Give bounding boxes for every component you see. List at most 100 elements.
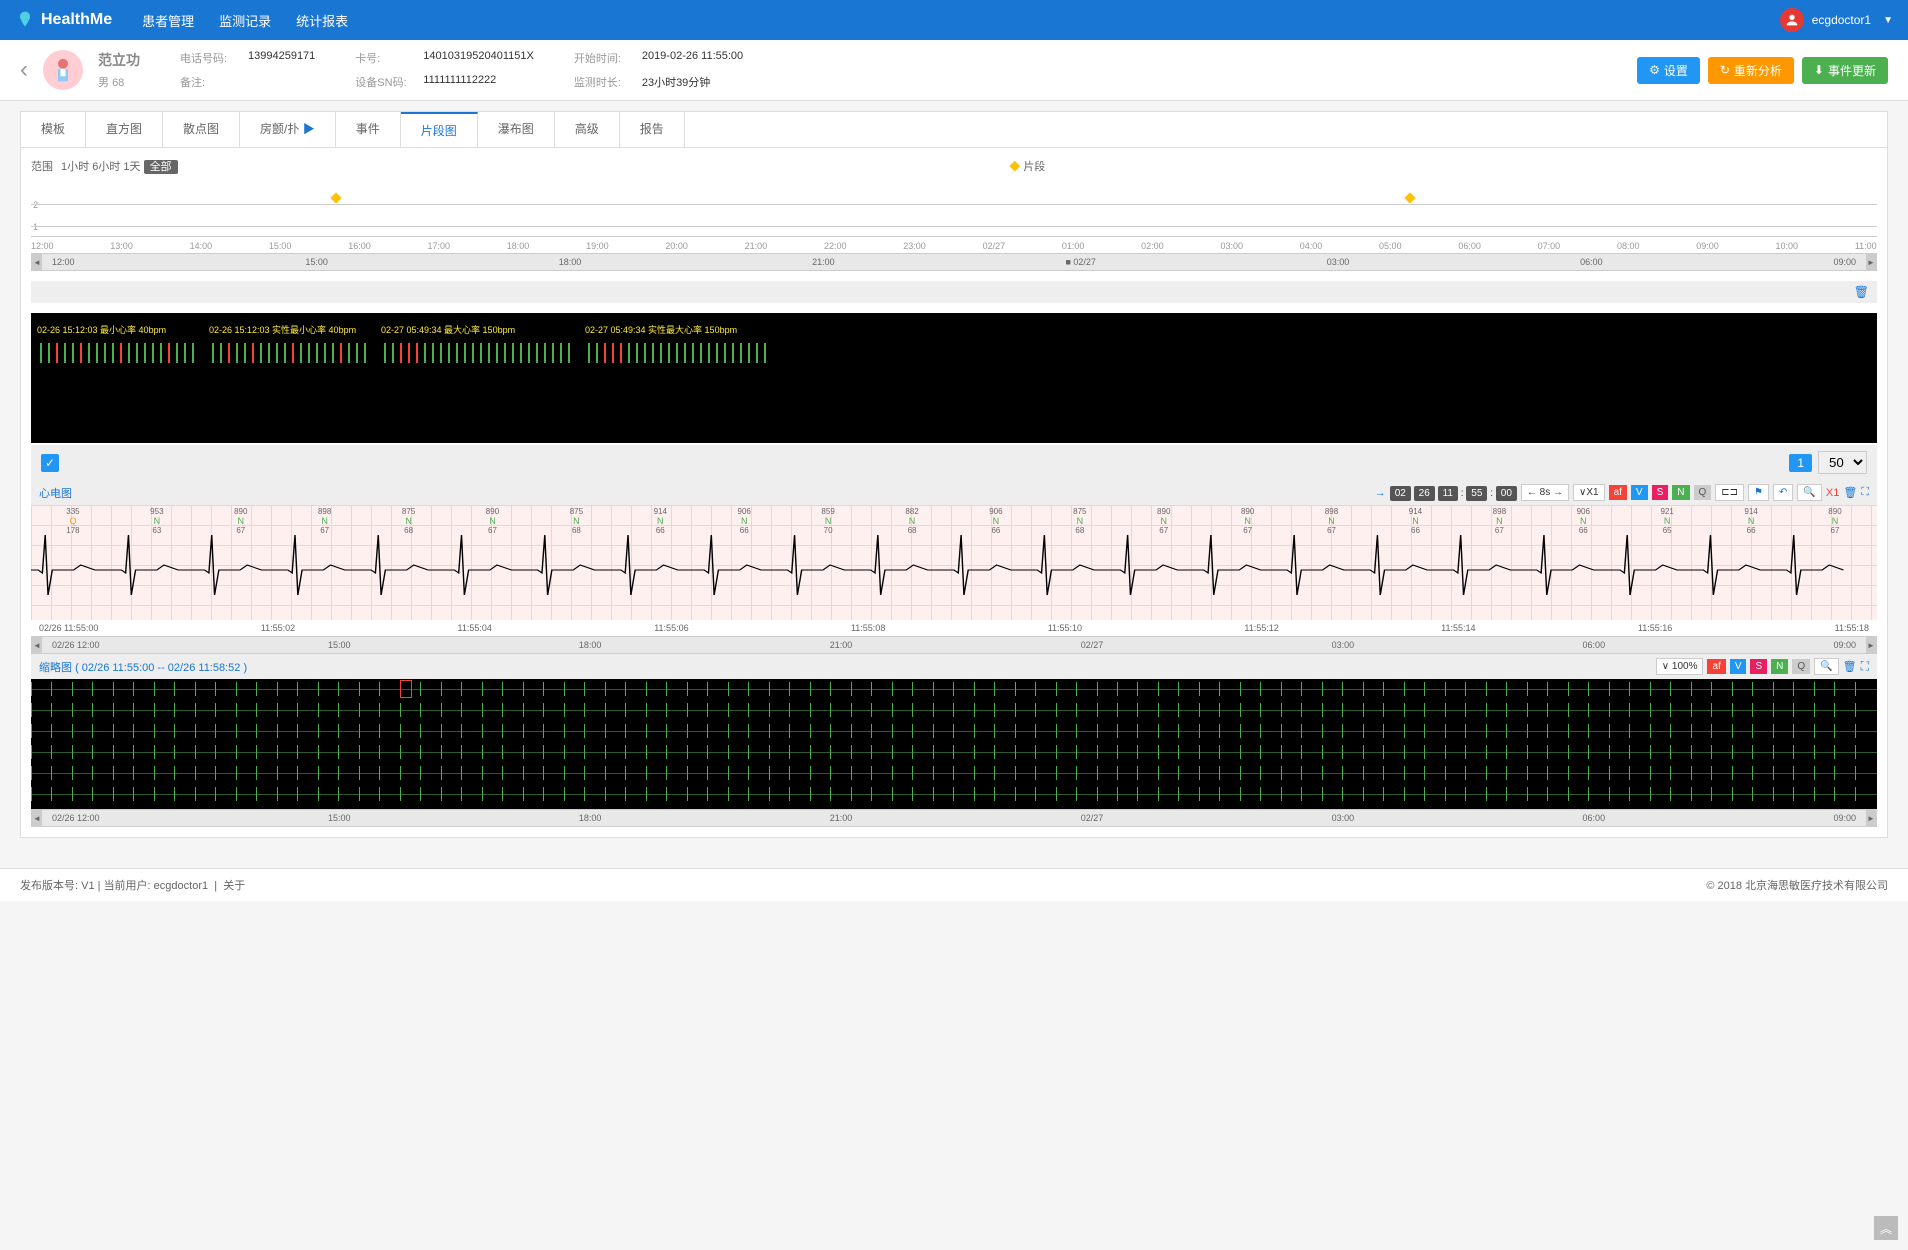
page-number[interactable]: 1	[1789, 454, 1812, 472]
user-menu[interactable]: ecgdoctor1 ▼	[1780, 8, 1893, 32]
tag-af[interactable]: af	[1609, 485, 1627, 500]
nav-records[interactable]: 监测记录	[219, 11, 271, 30]
ecg-scroll-right-icon[interactable]: ►	[1866, 637, 1876, 653]
user-avatar-icon	[1780, 8, 1804, 32]
tag-q[interactable]: Q	[1694, 485, 1712, 500]
tab-8[interactable]: 报告	[620, 112, 685, 147]
selection-box[interactable]	[400, 680, 412, 698]
ecg-scrollbar[interactable]: ◄ 02/26 12:0015:0018:0021:0002/2703:0006…	[31, 636, 1877, 654]
thumb-scroll-right-icon[interactable]: ►	[1866, 810, 1876, 826]
thumb-tag-af[interactable]: af	[1707, 659, 1725, 674]
timeline-chart[interactable]: 2 1	[31, 182, 1877, 237]
patient-info-bar: ‹ 范立功 男 68 电话号码:13994259171 备注: 卡号:14010…	[0, 40, 1908, 101]
scroll-top-button[interactable]: ︽	[1874, 1216, 1898, 1240]
time-digit[interactable]: 55	[1466, 486, 1487, 501]
ecg-segments-panel[interactable]: 02-26 15:12:03 最小心率 40bpm02-26 15:12:03 …	[31, 313, 1877, 443]
ecg-time-axis: 02/26 11:55:0011:55:0211:55:0411:55:0611…	[31, 620, 1877, 636]
settings-button[interactable]: ⚙设置	[1637, 57, 1700, 84]
tab-3[interactable]: 房颤/扑 ▶	[240, 112, 336, 147]
tab-2[interactable]: 散点图	[163, 112, 240, 147]
thumb-scrollbar[interactable]: ◄ 02/26 12:0015:0018:0021:0002/2703:0006…	[31, 809, 1877, 827]
about-link[interactable]: 关于	[223, 880, 245, 892]
nav-patients[interactable]: 患者管理	[142, 11, 194, 30]
event-update-button[interactable]: ⬇事件更新	[1802, 57, 1888, 84]
content-panel: 范围 1小时 6小时 1天 全部 ◆ 片段 2 1 12:0013:0014:0…	[20, 148, 1888, 838]
ecg-delete-icon[interactable]: 🗑	[1843, 486, 1857, 499]
ecg-scroll-left-icon[interactable]: ◄	[32, 637, 42, 653]
back-button[interactable]: ‹	[20, 56, 28, 84]
range-opt[interactable]: 1天	[123, 161, 140, 173]
zoom-label: X1	[1826, 487, 1839, 499]
patient-avatar-icon	[43, 50, 83, 90]
time-digit[interactable]: 26	[1414, 486, 1435, 501]
segment-legend: ◆ 片段	[178, 158, 1877, 174]
tool-caliper-icon[interactable]: ⊏⊐	[1715, 484, 1744, 501]
range-opt[interactable]: 1小时	[61, 161, 89, 173]
ecg-segment[interactable]: 02-27 05:49:34 最大心率 150bpm	[375, 321, 579, 368]
tab-1[interactable]: 直方图	[86, 112, 163, 147]
scroll-right-icon[interactable]: ►	[1866, 254, 1876, 270]
tool-flag-icon[interactable]: ⚑	[1748, 484, 1769, 501]
zoom-x-button[interactable]: ∨X1	[1573, 484, 1605, 501]
range-selector: 范围 1小时 6小时 1天 全部	[31, 158, 178, 174]
gear-icon: ⚙	[1649, 63, 1660, 77]
tab-6[interactable]: 瀑布图	[478, 112, 555, 147]
ecg-segment[interactable]: 02-26 15:12:03 最小心率 40bpm	[31, 321, 203, 368]
main-nav: 患者管理 监测记录 统计报表	[142, 11, 1780, 30]
tool-undo-icon[interactable]: ↶	[1773, 484, 1793, 501]
tab-0[interactable]: 模板	[21, 112, 86, 147]
main-content: 模板直方图散点图房颤/扑 ▶事件片段图瀑布图高级报告 范围 1小时 6小时 1天…	[0, 101, 1908, 848]
page-size-select[interactable]: 50	[1818, 451, 1867, 474]
tab-7[interactable]: 高级	[555, 112, 620, 147]
range-opt[interactable]: 6小时	[92, 161, 120, 173]
patient-sn: 1111111112222	[423, 74, 496, 90]
copyright: © 2018 北京海思敏医疗技术有限公司	[1706, 877, 1888, 893]
ecg-segment[interactable]: 02-26 15:12:03 实性最小心率 40bpm	[203, 321, 375, 368]
thumb-delete-icon[interactable]: 🗑	[1843, 660, 1857, 673]
footer: 发布版本号: V1 | 当前用户: ecgdoctor1 | 关于 © 2018…	[0, 868, 1908, 901]
patient-details: 电话号码:13994259171 备注: 卡号:1401031952040115…	[180, 50, 743, 90]
delete-icon[interactable]: 🗑	[1854, 285, 1869, 299]
tag-s[interactable]: S	[1652, 485, 1669, 500]
tool-zoom-icon[interactable]: 🔍	[1797, 484, 1821, 501]
speed-button[interactable]: ← 8s →	[1521, 484, 1569, 501]
time-digit[interactable]: 02	[1390, 486, 1411, 501]
play-icon: ▶	[299, 122, 314, 136]
time-digit[interactable]: 00	[1496, 486, 1517, 501]
thumb-tag-n[interactable]: N	[1771, 659, 1788, 674]
patient-start: 2019-02-26 11:55:00	[642, 50, 743, 66]
timeline-scrollbar[interactable]: ◄ 12:0015:0018:0021:00■ 02/2703:0006:000…	[31, 253, 1877, 271]
ecg-detail-header: 心电图 → 02 26 11 : 55 : 00 ← 8s → ∨X1 af V…	[31, 480, 1877, 505]
tag-v[interactable]: V	[1631, 485, 1648, 500]
tab-bar: 模板直方图散点图房颤/扑 ▶事件片段图瀑布图高级报告	[20, 111, 1888, 148]
thumbnail-header: 缩略图 ( 02/26 11:55:00 -- 02/26 11:58:52 )…	[31, 654, 1877, 679]
thumb-zoom-icon[interactable]: 🔍	[1814, 658, 1838, 675]
tab-5[interactable]: 片段图	[401, 112, 478, 147]
thumb-tag-q[interactable]: Q	[1792, 659, 1810, 674]
ecg-waveform[interactable]: 335Q178953N63890N67898N67875N68890N67875…	[31, 505, 1877, 620]
patient-phone: 13994259171	[248, 50, 315, 66]
select-all-checkbox[interactable]: ✓	[41, 454, 59, 472]
tab-4[interactable]: 事件	[336, 112, 401, 147]
range-opt[interactable]: 全部	[144, 160, 178, 174]
action-buttons: ⚙设置 ↻重新分析 ⬇事件更新	[1637, 57, 1888, 84]
thumb-tag-s[interactable]: S	[1750, 659, 1767, 674]
tag-n[interactable]: N	[1672, 485, 1689, 500]
reanalyze-button[interactable]: ↻重新分析	[1708, 57, 1794, 84]
patient-duration: 23小时39分钟	[642, 74, 710, 90]
scroll-left-icon[interactable]: ◄	[32, 254, 42, 270]
pagination-bar: ✓ 1 50	[31, 445, 1877, 480]
chevron-up-icon: ︽	[1880, 1220, 1892, 1237]
thumb-tag-v[interactable]: V	[1730, 659, 1747, 674]
download-icon: ⬇	[1814, 63, 1824, 77]
fullscreen-icon[interactable]: ⛶	[1861, 486, 1869, 499]
thumbnail-panel[interactable]	[31, 679, 1877, 809]
thumb-fullscreen-icon[interactable]: ⛶	[1861, 659, 1869, 674]
nav-reports[interactable]: 统计报表	[296, 11, 348, 30]
ecg-segment[interactable]: 02-27 05:49:34 实性最大心率 150bpm	[579, 321, 775, 368]
patient-name: 范立功	[98, 50, 140, 70]
thumb-scroll-left-icon[interactable]: ◄	[32, 810, 42, 826]
time-digit[interactable]: 11	[1438, 486, 1458, 501]
thumb-zoom-button[interactable]: ∨ 100%	[1656, 658, 1704, 675]
arrow-right-icon[interactable]: →	[1375, 487, 1386, 499]
